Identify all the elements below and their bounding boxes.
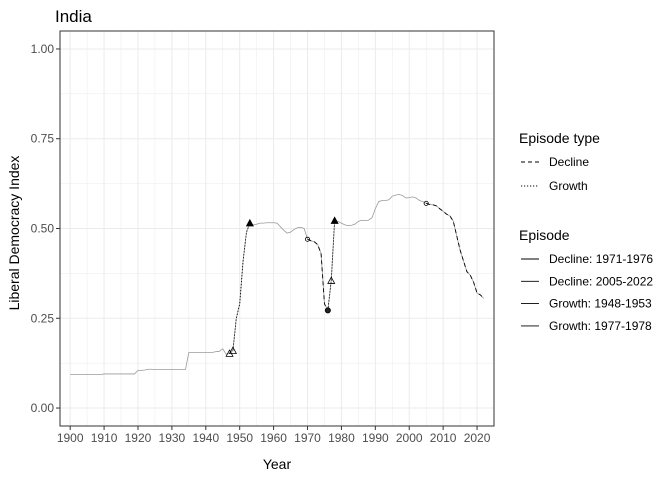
x-tick-label: 1930 (159, 431, 186, 445)
x-tick-label: 1980 (328, 431, 355, 445)
y-tick-label: 0.50 (31, 222, 55, 236)
x-tick-label: 1910 (91, 431, 118, 445)
y-axis-title: Liberal Democracy Index (6, 156, 22, 311)
x-axis-ticks: 1900 1910 1920 1930 1940 1950 1960 1970 1980 1990… (57, 426, 491, 445)
legend-episode-title: Episode (519, 227, 570, 243)
x-tick-label: 1920 (125, 431, 152, 445)
legend-label-episode: Growth: 1977-1978 (549, 319, 652, 333)
marker-triangle-open (228, 346, 237, 354)
marker-triangle-open (327, 276, 336, 284)
legend-label-episode: Growth: 1948-1953 (549, 297, 652, 311)
x-tick-label: 1950 (226, 431, 253, 445)
x-tick-label: 2020 (464, 431, 491, 445)
legend-label-growth: Growth (549, 179, 588, 193)
y-tick-label: 0.00 (31, 401, 55, 415)
marker-circle-open (423, 200, 429, 206)
series-line-decline-1971-1976 (307, 238, 329, 311)
x-tick-label: 1900 (57, 431, 84, 445)
series-line-growth-1977-1978 (327, 220, 336, 311)
x-tick-label: 1940 (192, 431, 219, 445)
x-tick-label: 2000 (396, 431, 423, 445)
episode-series (232, 202, 485, 351)
x-tick-label: 2010 (430, 431, 457, 445)
series-line-growth-1948-1953 (232, 222, 251, 351)
marker-triangle-filled (245, 218, 254, 227)
grid (60, 31, 494, 426)
marker-triangle-filled (330, 216, 339, 224)
legend: Episode type Decline Growth Episode Decline:… (519, 130, 653, 333)
legend-label-decline: Decline (549, 155, 589, 169)
marker-circle-filled (324, 307, 331, 314)
chart-title: India (55, 7, 92, 26)
base-series (70, 193, 485, 376)
x-axis-title: Year (263, 456, 292, 472)
x-tick-label: 1960 (260, 431, 287, 445)
y-tick-label: 1.00 (31, 42, 55, 56)
y-tick-label: 0.75 (31, 132, 55, 146)
base-series-line (70, 193, 485, 376)
marker-circle-open (305, 236, 311, 242)
series-line-decline-2005-2022 (426, 202, 485, 299)
x-tick-label: 1970 (294, 431, 321, 445)
legend-episode-type-title: Episode type (519, 130, 600, 146)
x-tick-label: 1990 (362, 431, 389, 445)
legend-label-episode: Decline: 1971-1976 (549, 252, 653, 266)
legend-label-episode: Decline: 2005-2022 (549, 274, 653, 288)
y-tick-label: 0.25 (31, 311, 55, 325)
y-axis-ticks: 0.00 0.25 0.50 0.75 1.00 (31, 42, 60, 415)
episode-markers (225, 200, 429, 357)
